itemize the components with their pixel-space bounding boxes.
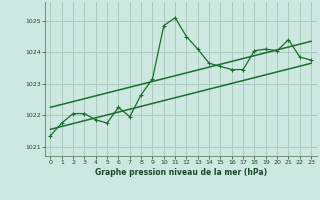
X-axis label: Graphe pression niveau de la mer (hPa): Graphe pression niveau de la mer (hPa): [95, 168, 267, 177]
